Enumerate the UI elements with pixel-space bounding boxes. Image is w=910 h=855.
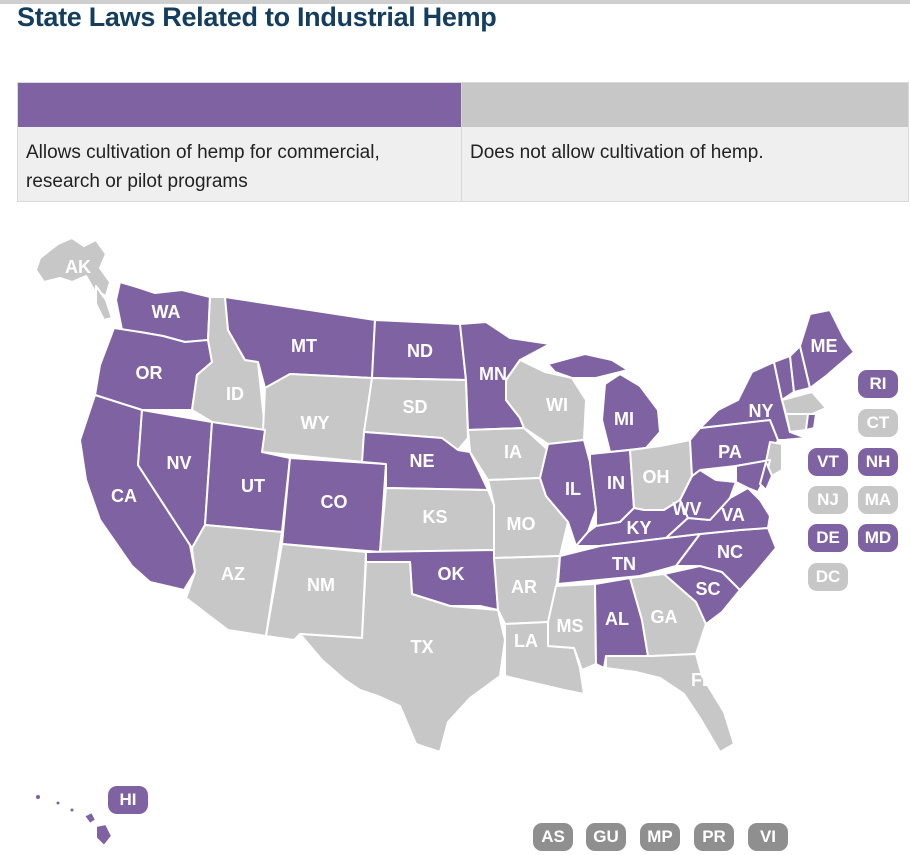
legend-label-allows: Allows cultivation of hemp for commercia… <box>26 142 380 192</box>
state-labels: AK WA OR CA NV ID MT WY UT AZ CO NM ND S… <box>65 257 838 690</box>
label-WY: WY <box>301 413 330 433</box>
label-OK: OK <box>438 564 465 584</box>
label-TN: TN <box>612 554 636 574</box>
pill-MP[interactable]: MP <box>640 823 680 851</box>
label-FL: FL <box>691 670 713 690</box>
pill-RI[interactable]: RI <box>858 370 898 398</box>
label-IA: IA <box>504 442 522 462</box>
pill-NH[interactable]: NH <box>858 448 898 476</box>
label-WI: WI <box>546 395 568 415</box>
label-AR: AR <box>511 577 537 597</box>
label-MN: MN <box>479 364 507 384</box>
legend-label-not-allowed: Does not allow cultivation of hemp. <box>470 142 764 163</box>
label-KS: KS <box>422 507 447 527</box>
state-ME[interactable] <box>799 309 855 389</box>
label-CA: CA <box>111 486 137 506</box>
label-PA: PA <box>718 442 742 462</box>
label-KY: KY <box>626 518 651 538</box>
state-TX[interactable] <box>299 561 506 753</box>
label-SD: SD <box>402 397 427 417</box>
label-MT: MT <box>291 336 317 356</box>
label-OH: OH <box>643 467 670 487</box>
label-AZ: AZ <box>221 564 245 584</box>
label-SC: SC <box>695 579 720 599</box>
label-CO: CO <box>321 492 348 512</box>
state-HI-big-island <box>95 823 113 847</box>
label-NV: NV <box>166 453 191 473</box>
pill-NJ[interactable]: NJ <box>808 486 848 514</box>
pill-GU[interactable]: GU <box>586 823 626 851</box>
pill-MA[interactable]: MA <box>858 486 898 514</box>
state-MI-upper <box>547 353 629 379</box>
pill-MD[interactable]: MD <box>858 524 898 552</box>
pill-PR[interactable]: PR <box>694 823 734 851</box>
state-AK-panhandle <box>95 285 113 321</box>
pill-DE[interactable]: DE <box>808 524 848 552</box>
state-RI-map[interactable] <box>805 413 817 431</box>
legend-swatch-not-allowed <box>462 83 908 127</box>
state-HI-island-2 <box>54 799 62 807</box>
pill-VI[interactable]: VI <box>748 823 788 851</box>
label-TX: TX <box>410 637 433 657</box>
label-NE: NE <box>409 451 434 471</box>
label-MS: MS <box>557 616 584 636</box>
legend-swatch-allows <box>18 83 461 127</box>
label-WA: WA <box>152 302 181 322</box>
state-AZ[interactable] <box>185 524 283 637</box>
label-LA: LA <box>514 631 538 651</box>
pill-VT[interactable]: VT <box>808 448 848 476</box>
label-NC: NC <box>717 542 743 562</box>
state-MA[interactable] <box>781 391 827 415</box>
label-NY: NY <box>748 401 773 421</box>
label-IL: IL <box>565 479 581 499</box>
pill-DC[interactable]: DC <box>808 563 848 591</box>
state-DE[interactable] <box>759 461 773 491</box>
state-FL[interactable] <box>605 653 735 753</box>
label-AK: AK <box>65 257 91 277</box>
state-NJ[interactable] <box>765 441 783 477</box>
label-ND: ND <box>407 341 433 361</box>
label-ID: ID <box>226 384 244 404</box>
pill-HI[interactable]: HI <box>108 786 148 814</box>
legend: Allows cultivation of hemp for commercia… <box>17 82 909 202</box>
label-MI: MI <box>614 409 634 429</box>
state-MI[interactable] <box>601 373 661 453</box>
pill-AS[interactable]: AS <box>533 823 573 851</box>
page-title: State Laws Related to Industrial Hemp <box>17 2 497 32</box>
label-ME: ME <box>811 336 838 356</box>
label-MO: MO <box>507 514 536 534</box>
label-AL: AL <box>605 609 629 629</box>
label-UT: UT <box>241 476 265 496</box>
state-HI[interactable] <box>83 811 97 825</box>
state-HI-island-1 <box>34 793 42 801</box>
legend-item-not-allowed: Does not allow cultivation of hemp. <box>462 83 908 201</box>
us-map: AK WA OR CA NV ID MT WY UT AZ CO NM ND S… <box>34 237 855 847</box>
pill-CT[interactable]: CT <box>858 409 898 437</box>
label-IN: IN <box>607 473 625 493</box>
state-AK[interactable] <box>35 237 111 297</box>
legend-item-allows: Allows cultivation of hemp for commercia… <box>18 83 462 201</box>
label-WV: WV <box>673 499 702 519</box>
label-OR: OR <box>136 363 163 383</box>
label-NM: NM <box>307 575 335 595</box>
label-GA: GA <box>651 607 678 627</box>
top-border <box>0 0 910 4</box>
state-HI-island-3 <box>68 806 76 814</box>
label-VA: VA <box>721 505 745 525</box>
state-CT[interactable] <box>785 413 809 433</box>
